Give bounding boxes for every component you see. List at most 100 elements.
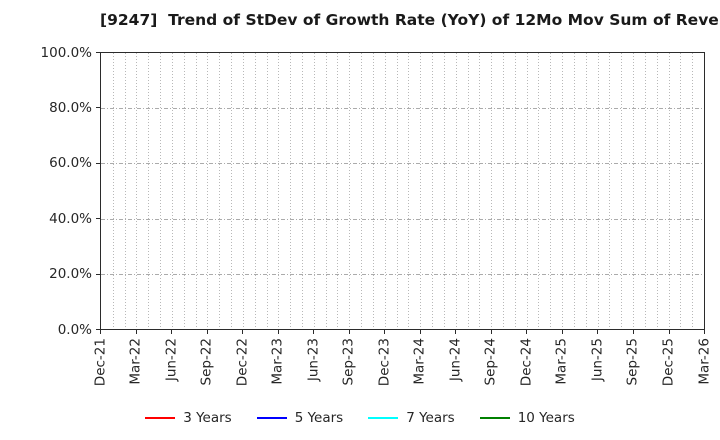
x-tick-label: Mar-25 (553, 338, 570, 385)
gridline-vertical (349, 53, 351, 329)
gridline-vertical (467, 53, 469, 329)
legend: 3 Years 5 Years 7 Years 10 Years (0, 406, 720, 430)
gridline-vertical (668, 53, 670, 329)
gridline-vertical (384, 53, 386, 329)
gridline-vertical (479, 53, 481, 329)
gridline-vertical (361, 53, 363, 329)
y-tick-mark (96, 329, 100, 330)
gridline-vertical (633, 53, 635, 329)
y-tick-label: 60.0% (49, 155, 92, 172)
y-tick-mark (96, 273, 100, 275)
x-tick-mark (100, 330, 101, 334)
gridline-vertical (503, 53, 504, 329)
x-tick-mark (632, 330, 634, 334)
x-tick-mark (490, 330, 492, 334)
gridline-vertical (266, 53, 268, 329)
x-tick-label: Mar-23 (269, 338, 286, 385)
x-tick-label: Dec-24 (518, 338, 535, 387)
x-tick-label: Jun-24 (447, 338, 464, 382)
gridline-vertical (396, 53, 398, 329)
gridline-vertical (491, 53, 493, 329)
legend-item: 3 Years (145, 409, 232, 427)
gridline-vertical (538, 53, 540, 329)
x-tick-label: Sep-23 (340, 338, 357, 386)
x-tick-mark (313, 330, 315, 334)
gridline-vertical (148, 53, 150, 329)
legend-line-swatch (368, 417, 399, 419)
gridline-vertical (242, 53, 244, 329)
gridline-vertical (514, 53, 516, 329)
gridline-vertical (621, 53, 623, 329)
x-tick-label: Dec-21 (92, 338, 108, 387)
gridline-vertical (573, 53, 575, 329)
gridline-vertical (302, 53, 303, 329)
gridline-vertical (325, 53, 327, 329)
x-tick-label: Dec-25 (660, 338, 677, 387)
gridline-vertical (526, 53, 528, 329)
y-tick-label: 100.0% (40, 44, 92, 61)
legend-item: 7 Years (368, 409, 455, 427)
gridline-vertical (254, 53, 256, 329)
gridline-vertical (656, 53, 658, 329)
gridline-vertical (550, 53, 552, 329)
x-tick-label: Jun-22 (163, 338, 180, 382)
x-tick-label: Mar-26 (696, 338, 712, 385)
chart-title: [9247] Trend of StDev of Growth Rate (Yo… (100, 11, 720, 29)
x-tick-label: Jun-23 (305, 338, 322, 382)
gridline-vertical (692, 53, 694, 329)
legend-line-swatch (256, 417, 287, 419)
gridline-horizontal (101, 108, 704, 110)
gridline-horizontal (101, 163, 704, 165)
legend-item: 10 Years (479, 409, 575, 427)
x-tick-label: Sep-25 (624, 338, 641, 386)
gridline-vertical (372, 53, 374, 329)
legend-label: 7 Years (406, 410, 455, 426)
x-tick-mark (135, 330, 137, 334)
gridline-vertical (183, 53, 185, 329)
gridline-vertical (609, 53, 611, 329)
x-tick-mark (704, 330, 705, 334)
y-tick-mark (96, 52, 100, 53)
y-tick-label: 0.0% (57, 321, 92, 338)
gridline-vertical (455, 53, 457, 329)
x-tick-mark (455, 330, 457, 334)
legend-item: 5 Years (256, 409, 343, 427)
y-tick-mark (96, 162, 100, 164)
legend-line-swatch (479, 417, 510, 419)
x-tick-mark (384, 330, 386, 334)
plot-area (100, 52, 705, 330)
x-tick-mark (277, 330, 279, 334)
gridline-vertical (597, 53, 599, 329)
gridline-vertical (420, 53, 422, 329)
x-tick-mark (242, 330, 244, 334)
gridline-vertical (680, 53, 682, 329)
y-tick-label: 20.0% (49, 266, 92, 283)
gridline-vertical (290, 53, 292, 329)
x-tick-mark (419, 330, 421, 334)
gridline-vertical (313, 53, 315, 329)
x-tick-mark (561, 330, 563, 334)
gridline-vertical (231, 53, 233, 329)
gridline-horizontal (101, 218, 704, 220)
gridline-vertical (112, 53, 114, 329)
x-tick-mark (668, 330, 670, 334)
x-tick-mark (348, 330, 350, 334)
x-tick-label: Sep-22 (198, 338, 215, 386)
x-tick-mark (526, 330, 528, 334)
gridline-vertical (585, 53, 587, 329)
gridline-vertical (337, 53, 339, 329)
y-tick-mark (96, 218, 100, 220)
x-tick-mark (597, 330, 599, 334)
legend-label: 10 Years (517, 410, 575, 426)
gridline-vertical (136, 53, 138, 329)
x-tick-label: Dec-23 (376, 338, 393, 387)
x-tick-mark (206, 330, 208, 334)
gridline-vertical (195, 53, 197, 329)
y-tick-mark (96, 107, 100, 109)
gridline-vertical (443, 53, 445, 329)
gridline-vertical (171, 53, 173, 329)
legend-line-swatch (145, 417, 176, 419)
gridline-vertical (219, 53, 221, 329)
x-tick-label: Jun-25 (589, 338, 606, 382)
